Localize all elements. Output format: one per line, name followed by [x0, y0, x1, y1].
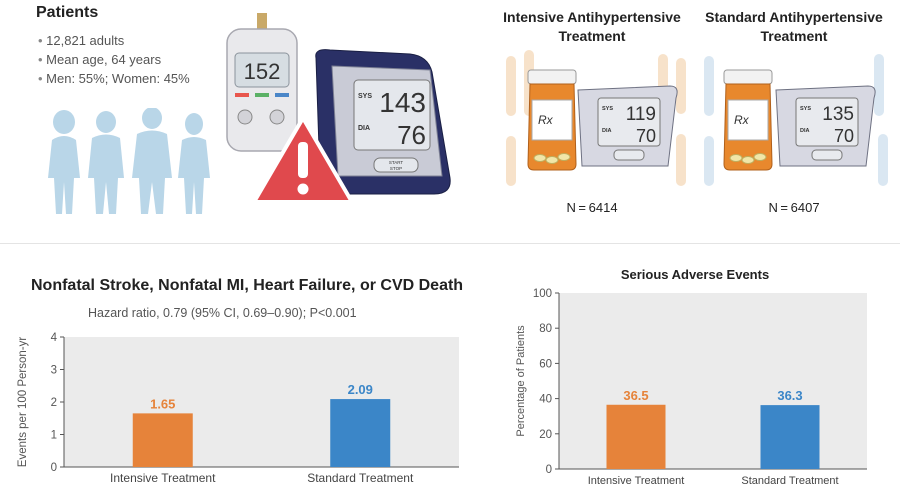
- arm-n-standard: N = 6407: [768, 200, 820, 215]
- chart1-y-tick-label: 4: [51, 332, 58, 344]
- chart1-title: Nonfatal Stroke, Nonfatal MI, Heart Fail…: [31, 277, 464, 294]
- dia-label: DIA: [358, 125, 370, 132]
- glucometer-illustration: 152: [226, 13, 298, 152]
- pill-bottle-cap: [527, 69, 577, 85]
- chart1-plot-area: [64, 337, 459, 467]
- patients-item: Men: 55%; Women: 45%: [38, 69, 190, 88]
- chart2-category-label: Standard Treatment: [741, 475, 838, 487]
- chart2-y-tick-label: 80: [539, 323, 552, 335]
- arm-n-intensive: N = 6414: [566, 200, 618, 215]
- chart1-subtitle: Hazard ratio, 0.79 (95% CI, 0.69–0.90); …: [88, 306, 357, 320]
- sys-label: SYS: [358, 93, 372, 100]
- arm-title-line: Treatment: [558, 28, 626, 44]
- chart1-category-label: Intensive Treatment: [110, 471, 216, 485]
- chart2-plot-area: [559, 293, 867, 469]
- chart2-plot: 0 20 40 60 80 100 36.5 Intensive Treatment 36.3 S…: [515, 288, 867, 487]
- chart1-value-label: 2.09: [348, 382, 373, 397]
- arm-title-line: Standard Antihypertensive: [705, 9, 883, 25]
- test-strip: [257, 13, 267, 31]
- patients-item: 12,821 adults: [38, 31, 190, 50]
- start-stop-button: [373, 157, 419, 173]
- chart2-y-tick-label: 0: [546, 464, 552, 476]
- chart2-bar: [606, 404, 666, 469]
- svg-text:SYS: SYS: [602, 106, 613, 112]
- arm-title-standard: Standard Antihypertensive Treatment: [694, 8, 894, 46]
- chart1-category-label: Standard Treatment: [307, 471, 414, 485]
- bp-monitor-illustration: SYS DIA 143 76 START STOP: [315, 49, 451, 195]
- chart2-value-label: 36.3: [777, 388, 802, 403]
- patient-silhouettes-illustration: [48, 108, 210, 214]
- chart1-plot: 0 1 2 3 4 1.65 Intensive Treatment 2.09 Standard…: [17, 332, 459, 485]
- arm-sys-value: 119: [626, 104, 656, 125]
- chart1-bar: [132, 413, 193, 467]
- chart2-y-tick-label: 100: [533, 288, 552, 300]
- arm-title-intensive: Intensive Antihypertensive Treatment: [492, 8, 692, 46]
- chart2-title: Serious Adverse Events: [620, 267, 770, 282]
- power-icon: [269, 109, 285, 125]
- patients-list: 12,821 adults Mean age, 64 years Men: 55…: [38, 31, 190, 88]
- chart2-y-tick-label: 20: [539, 429, 552, 441]
- svg-text:DIA: DIA: [602, 128, 612, 134]
- chart1-y-tick-label: 2: [51, 397, 57, 409]
- chart1-bar: [330, 399, 391, 467]
- chart2-y-axis-label: Percentage of Patients: [515, 325, 527, 437]
- person-silhouette: [132, 108, 172, 214]
- person-silhouette: [178, 113, 210, 214]
- chart1-y-tick-label: 3: [51, 365, 57, 377]
- monitor-sys-value: 143: [379, 87, 426, 118]
- start-label: START: [389, 160, 404, 165]
- standard-arm-illustration: Rx SYS DIA 135 70: [704, 54, 888, 186]
- section-divider: [0, 243, 900, 244]
- chart2-category-label: Intensive Treatment: [588, 475, 685, 487]
- arm-title-line: Treatment: [760, 28, 828, 44]
- patients-item: Mean age, 64 years: [38, 50, 190, 69]
- arm-sys-value: 135: [822, 104, 854, 125]
- glucometer-button: [237, 109, 253, 125]
- chart1-value-label: 1.65: [150, 396, 175, 411]
- rx-label: Rx: [538, 113, 554, 127]
- person-silhouette: [48, 110, 80, 214]
- arm-dia-value: 70: [636, 126, 656, 146]
- stop-label: STOP: [390, 166, 402, 171]
- rx-label: Rx: [734, 113, 750, 127]
- chart1-y-axis-label: Events per 100 Person-yr: [17, 337, 29, 468]
- warning-icon: [252, 116, 354, 204]
- chart2-value-label: 36.5: [623, 388, 648, 403]
- pill-bottle-cap: [723, 69, 773, 85]
- arm-dia-value: 70: [834, 126, 854, 146]
- arm-title-line: Intensive Antihypertensive: [503, 9, 681, 25]
- svg-text:DIA: DIA: [800, 128, 810, 134]
- glucometer-reading: 152: [244, 59, 281, 84]
- chart2-y-tick-label: 60: [539, 358, 552, 370]
- patients-title: Patients: [36, 4, 99, 21]
- monitor-dia-value: 76: [397, 120, 426, 150]
- chart2-y-tick-label: 40: [539, 394, 552, 406]
- chart2-bar: [760, 405, 820, 469]
- svg-text:SYS: SYS: [800, 106, 811, 112]
- intensive-arm-illustration: Rx SYS DIA 119 70: [506, 50, 686, 186]
- chart1-y-tick-label: 0: [51, 462, 57, 474]
- person-silhouette: [88, 111, 124, 214]
- chart1-y-tick-label: 1: [51, 430, 57, 442]
